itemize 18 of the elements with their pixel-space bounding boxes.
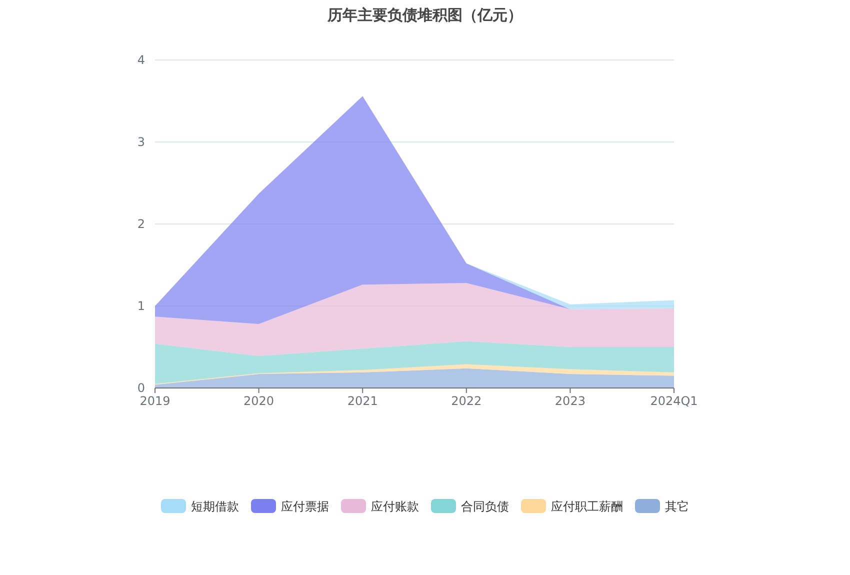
y-tick-label: 4 — [137, 53, 145, 67]
x-tick-label: 2019 — [140, 394, 170, 408]
legend-label: 其它 — [665, 500, 689, 514]
y-tick-label: 1 — [137, 299, 145, 313]
x-tick-label: 2021 — [347, 394, 378, 408]
y-tick-label: 2 — [137, 217, 145, 231]
x-tick-label: 2022 — [451, 394, 482, 408]
y-tick-label: 0 — [137, 381, 145, 395]
x-tick-label: 2024Q1 — [650, 394, 698, 408]
x-tick-label: 2023 — [554, 394, 586, 408]
legend-label: 应付票据 — [281, 500, 329, 514]
legend-label: 应付账款 — [371, 500, 419, 514]
y-tick-label: 3 — [137, 135, 145, 149]
legend-label: 应付职工薪酬 — [551, 500, 623, 514]
x-tick-label: 2020 — [244, 394, 274, 408]
legend-label: 短期借款 — [191, 500, 239, 514]
legend-label: 合同负债 — [461, 500, 509, 514]
title: 历年主要负债堆积图（亿元） — [328, 6, 522, 24]
